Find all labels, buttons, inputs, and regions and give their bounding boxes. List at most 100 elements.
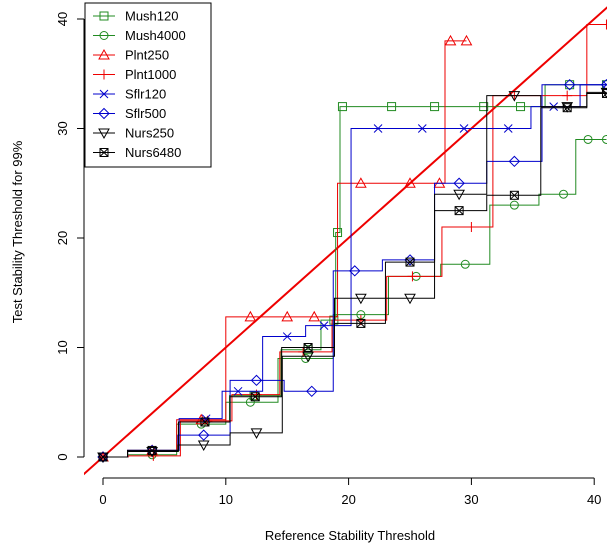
- legend-label: Nurs6480: [125, 145, 181, 160]
- marker-x: [282, 332, 292, 341]
- y-tick-label: 0: [55, 453, 70, 460]
- marker-triangle-up: [308, 310, 321, 322]
- marker-x: [233, 386, 243, 396]
- marker-box: [200, 417, 210, 427]
- marker-box-x: [200, 417, 210, 427]
- legend-label: Sflr500: [125, 106, 166, 121]
- legend-item-sflr120: Sflr120: [93, 87, 166, 102]
- x-tick-label: 20: [341, 492, 355, 507]
- marker-circle: [509, 200, 519, 210]
- marker-diamond: [98, 107, 110, 120]
- marker-triangle-down: [302, 351, 314, 363]
- marker-x: [373, 124, 383, 133]
- marker-square: [430, 102, 440, 112]
- marker-diamond: [306, 385, 318, 398]
- marker-triangle-up: [460, 34, 473, 46]
- marker-triangle-down: [355, 293, 367, 305]
- marker-diamond: [349, 265, 361, 277]
- marker-triangle-up: [444, 34, 457, 46]
- plot-area: [84, 6, 607, 476]
- marker-plus: [148, 450, 159, 461]
- marker-square: [479, 102, 489, 112]
- marker-box: [147, 445, 157, 455]
- marker-box: [509, 190, 519, 200]
- marker-box: [250, 392, 260, 402]
- marker-box-x: [510, 190, 519, 200]
- marker-circle: [99, 31, 109, 40]
- y-tick-label: 40: [55, 12, 70, 26]
- marker-triangle-down: [197, 440, 210, 451]
- legend-item-nurs250: Nurs250: [93, 126, 174, 141]
- marker-circle: [245, 397, 255, 407]
- marker-diamond: [146, 444, 158, 457]
- marker-box-x: [356, 319, 366, 328]
- legend-label: Mush120: [125, 9, 178, 24]
- marker-triangle-up: [244, 310, 257, 322]
- marker-triangle-up: [404, 177, 416, 188]
- marker-circle: [583, 134, 593, 144]
- marker-square: [387, 102, 397, 112]
- marker-box-x: [303, 343, 313, 352]
- marker-circle: [601, 134, 607, 144]
- marker-triangle-down: [250, 428, 263, 439]
- legend: Mush120 Mush4000 Plnt250 Plnt1000 Sflr120 Sfl…: [84, 2, 212, 168]
- axes: 0 10 20 30 40 0 10 20 30 40: [55, 12, 601, 507]
- marker-square: [516, 102, 526, 112]
- marker-box: [405, 257, 415, 267]
- marker-x: [417, 124, 427, 133]
- marker-diamond: [453, 177, 465, 189]
- marker-triangle-up: [98, 48, 110, 60]
- x-tick-label: 10: [219, 492, 233, 507]
- marker-square: [99, 11, 109, 21]
- y-tick-label: 10: [55, 340, 70, 354]
- legend-item-mush4000: Mush4000: [93, 28, 186, 43]
- series-line: [103, 91, 607, 458]
- marker-triangle-up: [281, 310, 294, 322]
- legend-item-nurs6480: Nurs6480: [93, 145, 181, 160]
- y-tick-label: 20: [55, 231, 70, 245]
- x-tick-label: 0: [99, 492, 106, 507]
- marker-box-x: [562, 103, 572, 113]
- marker-diamond: [197, 429, 210, 441]
- legend-item-plnt1000: Plnt1000: [93, 67, 176, 82]
- legend-label: Sflr120: [125, 87, 166, 102]
- marker-triangle-down: [98, 128, 110, 140]
- marker-plus: [99, 69, 109, 80]
- marker-plus: [562, 90, 573, 101]
- marker-square: [337, 102, 347, 112]
- marker-triangle-down: [508, 91, 521, 102]
- marker-box-x: [454, 206, 464, 215]
- marker-triangle-down: [404, 293, 416, 305]
- marker-plus: [601, 19, 607, 30]
- marker-circle: [460, 259, 470, 269]
- marker-x: [99, 89, 109, 99]
- marker-plus: [466, 222, 477, 233]
- marker-plus: [407, 271, 418, 282]
- marker-box-x: [405, 257, 415, 267]
- marker-box: [356, 318, 366, 328]
- marker-diamond: [508, 155, 521, 168]
- series-line: [103, 138, 607, 458]
- x-axis-title: Reference Stability Threshold: [265, 528, 435, 543]
- marker-box: [98, 452, 108, 462]
- marker-diamond: [250, 374, 263, 387]
- x-tick-label: 40: [587, 492, 601, 507]
- legend-item-mush120: Mush120: [93, 9, 178, 24]
- legend-label: Nurs250: [125, 126, 174, 141]
- marker-box-x: [99, 148, 109, 157]
- legend-label: Plnt250: [125, 48, 169, 63]
- marker-box-x: [98, 452, 108, 462]
- marker-box: [601, 88, 607, 98]
- marker-triangle-down: [453, 189, 465, 201]
- marker-circle: [559, 189, 568, 199]
- y-tick-label: 30: [55, 121, 70, 135]
- marker-box-x: [147, 446, 157, 455]
- x-tick-label: 30: [464, 492, 478, 507]
- marker-x: [319, 321, 329, 330]
- series-nurs250: [97, 87, 607, 464]
- marker-box: [562, 103, 572, 113]
- marker-box: [454, 206, 464, 216]
- reference-line: [84, 6, 607, 476]
- marker-triangle-up: [355, 177, 367, 188]
